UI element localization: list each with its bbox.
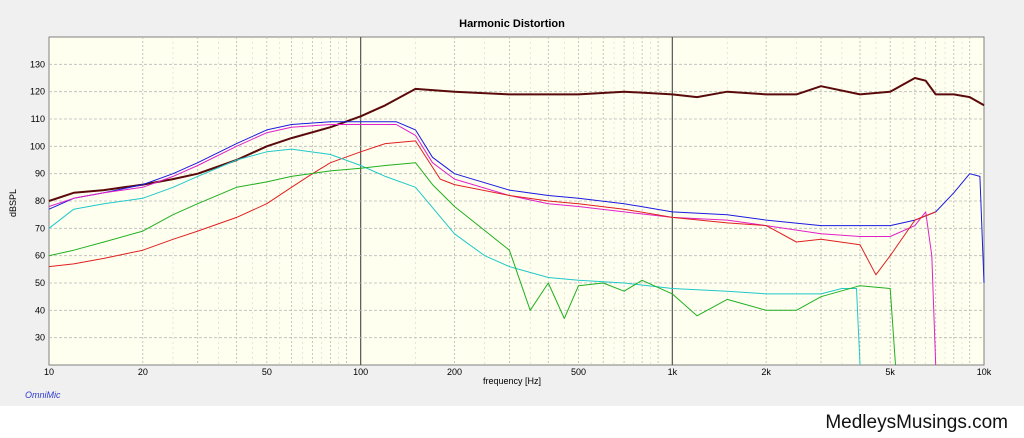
x-tick-label: 1k	[668, 367, 678, 377]
chart-canvas: 10 20 50 100 200 500 1k 2k 5k 10k 30 40 50 60 70 80 90 1…	[30, 36, 992, 377]
site-watermark: MedleysMusings.com	[825, 412, 1008, 433]
series-line-3	[48, 124, 937, 366]
series-lines	[48, 77, 985, 366]
x-tick-label: 100	[353, 367, 368, 377]
y-tick-label: 100	[30, 141, 45, 151]
series-line-1	[48, 77, 985, 202]
x-tick-label: 50	[262, 367, 272, 377]
y-tick-label: 80	[35, 196, 45, 206]
x-tick-label: 20	[138, 367, 148, 377]
y-tick-label: 120	[30, 87, 45, 97]
x-tick-label: 10	[44, 367, 54, 377]
y-tick-label: 30	[35, 333, 45, 343]
y-tick-label: 40	[35, 305, 45, 315]
y-tick-labels: 30 40 50 60 70 80 90 100 110 120 130	[30, 59, 45, 342]
y-tick-label: 110	[31, 114, 45, 124]
x-tick-labels: 10 20 50 100 200 500 1k 2k 5k 10k	[44, 367, 992, 377]
series-line-6	[48, 162, 896, 366]
app-brand-label: OmniMic	[25, 390, 61, 400]
y-tick-label: 130	[30, 59, 45, 69]
y-tick-label: 70	[35, 223, 45, 233]
y-tick-label: 60	[35, 251, 45, 261]
series-line-4	[48, 140, 936, 276]
x-tick-label: 5k	[885, 367, 895, 377]
x-tick-label: 2k	[761, 367, 771, 377]
x-tick-label: 200	[447, 367, 462, 377]
chart-title: Harmonic Distortion	[459, 18, 565, 30]
y-tick-label: 50	[35, 278, 45, 288]
y-tick-label: 90	[35, 169, 45, 179]
y-axis-label: dBSPL	[8, 188, 18, 218]
x-tick-label: 500	[571, 367, 586, 377]
series-line-5	[48, 148, 861, 366]
x-axis-label: frequency [Hz]	[482, 376, 542, 386]
x-tick-label: 10k	[977, 367, 992, 377]
